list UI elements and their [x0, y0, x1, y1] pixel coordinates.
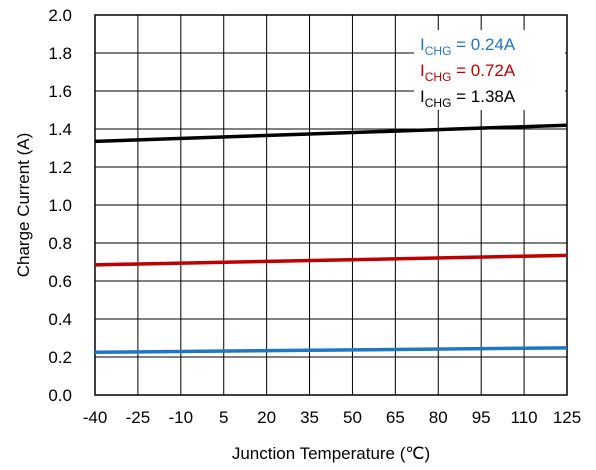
x-tick-label: -40 — [83, 408, 108, 427]
y-tick-label: 2.0 — [48, 6, 72, 25]
legend-label-subscript: CHG — [425, 44, 452, 58]
legend-label-value: = 0.24A — [451, 35, 515, 54]
y-tick-label: 0.8 — [48, 234, 72, 253]
series-line-1 — [94, 253, 568, 267]
y-tick-label: 1.6 — [48, 82, 72, 101]
y-tick-label: 0.2 — [48, 348, 72, 367]
legend-label-main: I — [420, 35, 425, 54]
plot-frame — [94, 14, 568, 396]
legend-label-subscript: CHG — [425, 96, 452, 110]
y-tick-label: 1.4 — [48, 120, 72, 139]
x-tick-label: 65 — [386, 408, 405, 427]
x-tick-label: 125 — [553, 408, 581, 427]
x-tick-label: 80 — [429, 408, 448, 427]
legend-label-value: = 1.38A — [451, 87, 515, 106]
series-lines — [94, 123, 568, 354]
x-tick-label: 50 — [343, 408, 362, 427]
legend-entry-2: ICHG = 1.38A — [420, 87, 516, 110]
legend-background — [414, 30, 565, 110]
y-tick-label: 1.2 — [48, 158, 72, 177]
y-tick-label: 0.0 — [48, 386, 72, 405]
legend-label-main: I — [420, 87, 425, 106]
x-axis-label: Junction Temperature (℃) — [232, 444, 430, 463]
series-line-0 — [94, 346, 568, 354]
legend-entry-0: ICHG = 0.24A — [420, 35, 516, 58]
y-axis-label: Charge Current (A) — [14, 133, 33, 278]
x-tick-label: -10 — [169, 408, 194, 427]
x-tick-label: 35 — [300, 408, 319, 427]
x-tick-label: -25 — [126, 408, 151, 427]
x-tick-labels: -40 -25 -10 5 20 35 50 65 80 95 110 125 — [83, 408, 581, 427]
legend-label-main: I — [420, 61, 425, 80]
legend-entry-1: ICHG = 0.72A — [420, 61, 516, 84]
legend-label-value: = 0.72A — [451, 61, 515, 80]
legend-label-subscript: CHG — [425, 70, 452, 84]
y-tick-label: 1.0 — [48, 196, 72, 215]
y-tick-label: 0.6 — [48, 272, 72, 291]
x-tick-label: 95 — [472, 408, 491, 427]
y-tick-label: 1.8 — [48, 44, 72, 63]
series-line-2 — [94, 123, 568, 144]
y-tick-labels: 0.0 0.2 0.4 0.6 0.8 1.0 1.2 1.4 1.6 1.8 2.0 — [48, 6, 72, 405]
y-tick-label: 0.4 — [48, 310, 72, 329]
x-tick-label: 20 — [257, 408, 276, 427]
x-tick-label: 5 — [219, 408, 228, 427]
x-tick-label: 110 — [511, 408, 538, 427]
